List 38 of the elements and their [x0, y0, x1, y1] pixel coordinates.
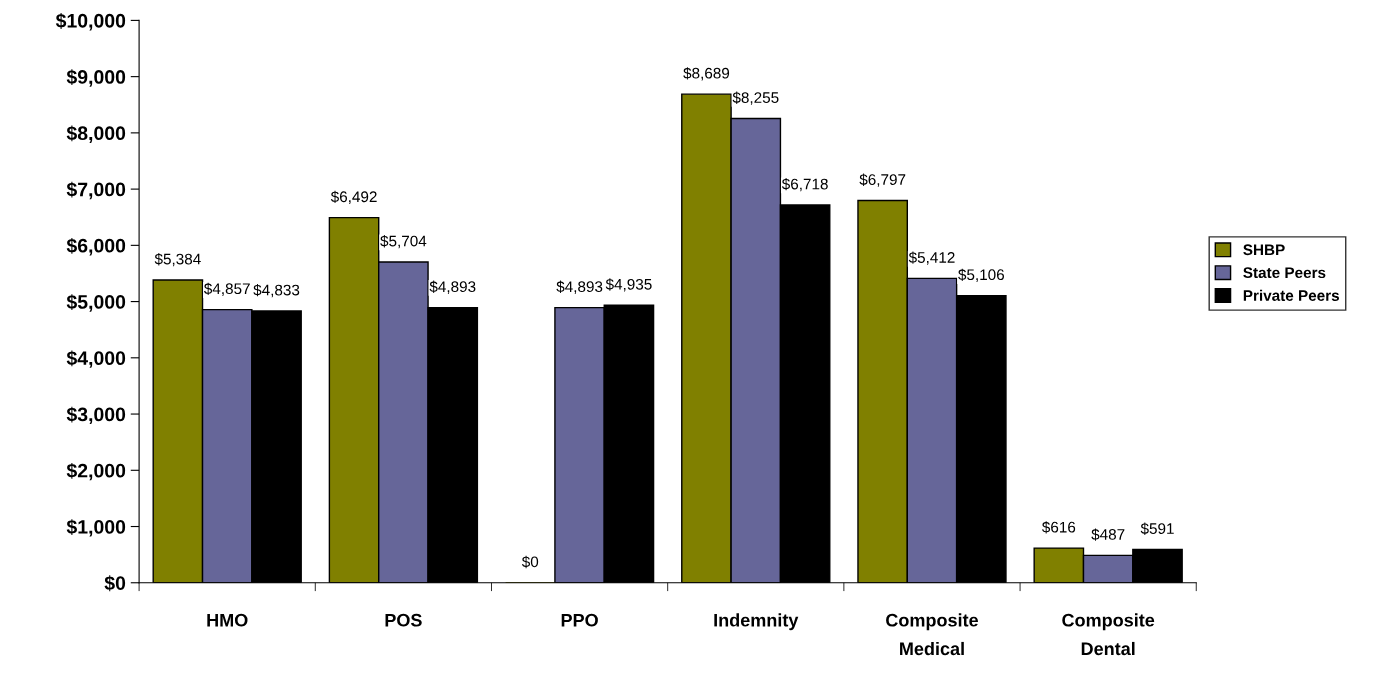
- data-label: $5,106: [958, 268, 1004, 282]
- x-tick-label: PPO: [561, 613, 598, 627]
- data-label: $5,704: [380, 235, 427, 249]
- data-label: $6,492: [330, 190, 377, 204]
- legend-label: Private Peers: [1243, 289, 1339, 301]
- x-tick-label: HMO: [207, 613, 248, 627]
- y-tick-label: $3,000: [66, 406, 126, 425]
- data-label: $8,255: [732, 91, 779, 105]
- y-tick-label: $8,000: [66, 125, 126, 143]
- data-label: $487: [1091, 528, 1125, 541]
- data-label: $6,797: [859, 173, 906, 187]
- data-label: $616: [1042, 521, 1076, 534]
- data-label: $4,833: [253, 283, 300, 298]
- data-label: $4,893: [556, 280, 603, 294]
- legend-label: SHBP: [1243, 244, 1285, 256]
- data-label: $591: [1140, 522, 1174, 535]
- x-tick-label: Composite Medical: [886, 613, 978, 656]
- y-tick-label: $0: [104, 575, 126, 592]
- legend-label: State Peers: [1243, 267, 1326, 279]
- data-label: $4,935: [605, 278, 652, 292]
- data-label: $5,412: [908, 251, 955, 265]
- y-tick-label: $1,000: [66, 519, 126, 537]
- x-tick-label: POS: [385, 613, 422, 627]
- x-tick-label: Indemnity: [714, 613, 799, 631]
- x-tick-label: Composite Dental: [1062, 613, 1155, 656]
- y-tick-label: $6,000: [66, 237, 126, 256]
- y-tick-label: $4,000: [66, 350, 126, 368]
- data-label: $5,384: [154, 253, 201, 267]
- data-label: $6,718: [781, 177, 828, 192]
- y-tick-label: $5,000: [66, 294, 126, 312]
- y-tick-label: $9,000: [66, 69, 126, 87]
- y-tick-label: $10,000: [55, 13, 126, 31]
- data-label: $0: [521, 555, 539, 569]
- data-label: $4,893: [429, 280, 476, 294]
- y-tick-label: $7,000: [66, 181, 126, 200]
- data-label: $4,857: [204, 282, 250, 296]
- y-tick-label: $2,000: [66, 462, 126, 481]
- data-label: $8,689: [683, 67, 730, 81]
